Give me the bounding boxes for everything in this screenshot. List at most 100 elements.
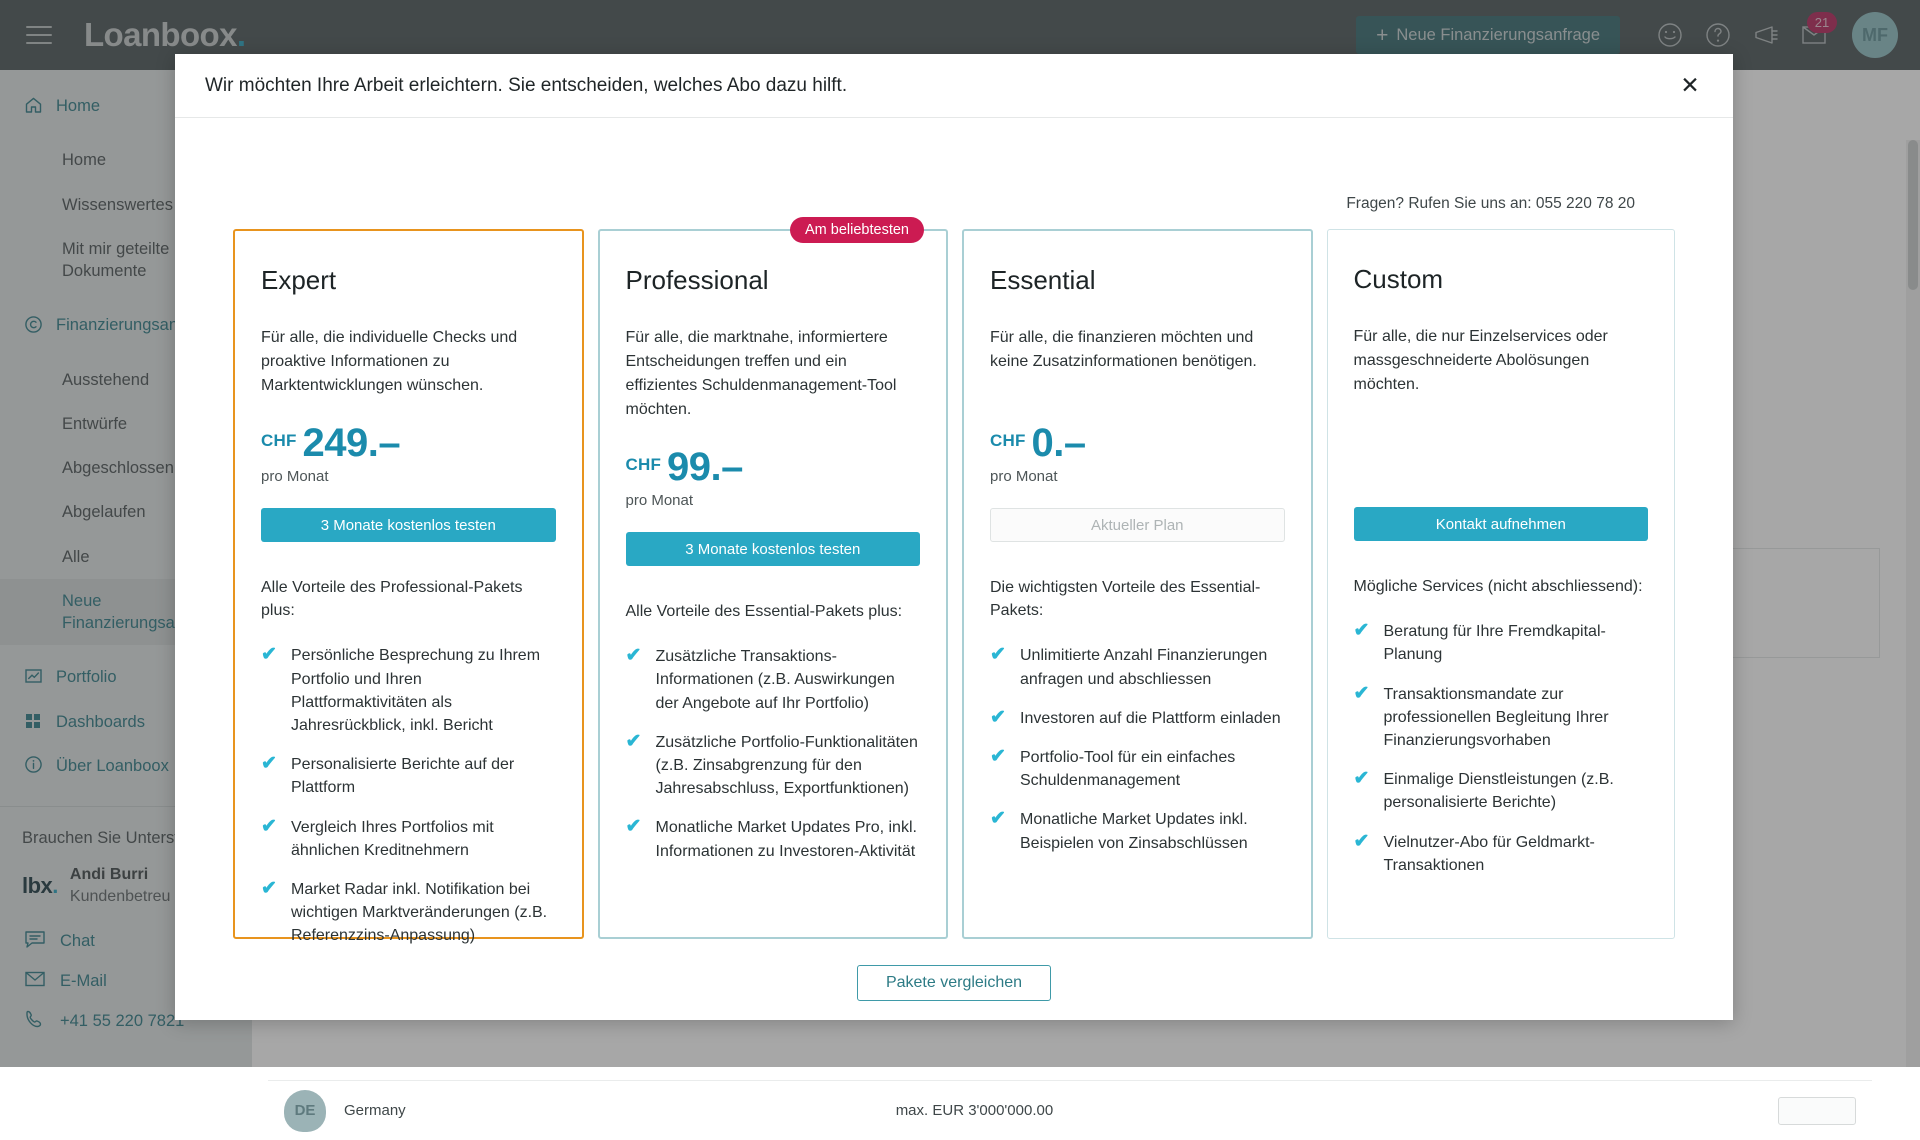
plan-price: CHF 99.– [626, 448, 921, 486]
plan-current-plan-button: Aktueller Plan [990, 508, 1285, 542]
plan-feature-item: ✔ Monatliche Market Updates Pro, inkl. In… [626, 816, 921, 862]
plan-feature-label: Unlimitierte Anzahl Finanzierungen anfra… [1020, 644, 1285, 690]
plan-card-essential[interactable]: Essential Für alle, die finanzieren möch… [962, 229, 1313, 939]
plan-feature-label: Monatliche Market Updates Pro, inkl. Inf… [656, 816, 921, 862]
plan-features-heading: Mögliche Services (nicht abschliessend): [1354, 575, 1649, 598]
background-table-row: DE Germany max. EUR 3'000'000.00 [268, 1080, 1872, 1140]
row-action-button[interactable] [1778, 1097, 1856, 1125]
plan-card-expert[interactable]: Expert Für alle, die individuelle Checks… [233, 229, 584, 939]
plan-period: pro Monat [261, 468, 556, 485]
plan-feature-item: ✔ Portfolio-Tool für ein einfaches Schuld… [990, 746, 1285, 792]
plan-name: Expert [261, 265, 556, 296]
check-icon: ✔ [261, 816, 277, 862]
check-icon: ✔ [626, 645, 642, 715]
check-icon: ✔ [990, 644, 1006, 690]
plan-description: Für alle, die individuelle Checks und pr… [261, 326, 556, 398]
plan-feature-label: Zusätzliche Portfolio-Funktionalitäten (… [656, 731, 921, 801]
country-avatar: DE [284, 1090, 326, 1132]
plan-price-block [1354, 423, 1649, 489]
modal-header: Wir möchten Ihre Arbeit erleichtern. Sie… [175, 54, 1733, 118]
check-icon: ✔ [1354, 831, 1370, 877]
subscription-modal: Wir möchten Ihre Arbeit erleichtern. Sie… [175, 54, 1733, 1020]
plan-description: Für alle, die marktnahe, informiertere E… [626, 326, 921, 422]
country-name: Germany [344, 1102, 406, 1119]
plan-feature-item: ✔ Beratung für Ihre Fremdkapital-Planung [1354, 620, 1649, 666]
plan-card-professional[interactable]: Am beliebtesten Professional Für alle, d… [598, 229, 949, 939]
modal-title: Wir möchten Ihre Arbeit erleichtern. Sie… [205, 75, 847, 97]
plan-price: CHF 249.– [261, 424, 556, 462]
plan-features-list: ✔ Unlimitierte Anzahl Finanzierungen anfr… [990, 644, 1285, 854]
check-icon: ✔ [626, 731, 642, 801]
plan-price-block: CHF 99.– pro Monat [626, 448, 921, 514]
check-icon: ✔ [990, 746, 1006, 792]
plan-period: pro Monat [990, 468, 1285, 485]
plan-name: Custom [1354, 264, 1649, 295]
check-icon: ✔ [1354, 620, 1370, 666]
modal-footer: Pakete vergleichen [175, 939, 1733, 1031]
plan-features-list: ✔Persönliche Besprechung zu Ihrem Portfo… [261, 644, 556, 947]
plan-period: pro Monat [626, 492, 921, 509]
check-icon: ✔ [261, 753, 277, 799]
plan-amount: 249.– [303, 424, 401, 462]
check-icon: ✔ [261, 878, 277, 948]
plan-feature-label: Portfolio-Tool für ein einfaches Schulde… [1020, 746, 1285, 792]
compare-packages-button[interactable]: Pakete vergleichen [857, 965, 1051, 1001]
plan-price-block: CHF 0.– pro Monat [990, 424, 1285, 490]
plan-features-list: ✔Zusätzliche Transaktions-Informationen … [626, 645, 921, 863]
app-root: Loanboox. + Neue Finanzierungsanfrage [0, 0, 1920, 1067]
check-icon: ✔ [1354, 768, 1370, 814]
plan-cards: Expert Für alle, die individuelle Checks… [215, 229, 1693, 939]
plan-description: Für alle, die nur Einzelservices oder ma… [1354, 325, 1649, 397]
plan-feature-label: Transaktionsmandate zur professionellen … [1384, 683, 1649, 753]
plan-feature-label: Investoren auf die Plattform einladen [1020, 707, 1281, 730]
plan-feature-label: Vielnutzer-Abo für Geldmarkt-Transaktion… [1384, 831, 1649, 877]
plan-feature-item: ✔Zusätzliche Transaktions-Informationen … [626, 645, 921, 715]
plan-feature-item: ✔ Investoren auf die Plattform einladen [990, 707, 1285, 730]
plan-currency: CHF [990, 431, 1026, 451]
plan-currency: CHF [626, 455, 662, 475]
plan-feature-label: Beratung für Ihre Fremdkapital-Planung [1384, 620, 1649, 666]
modal-body: Fragen? Rufen Sie uns an: 055 220 78 20 … [175, 118, 1733, 939]
plan-cta-button[interactable]: 3 Monate kostenlos testen [261, 508, 556, 542]
plan-feature-item: ✔ Unlimitierte Anzahl Finanzierungen anfr… [990, 644, 1285, 690]
plan-feature-label: Personalisierte Berichte auf der Plattfo… [291, 753, 556, 799]
plan-description: Für alle, die finanzieren möchten und ke… [990, 326, 1285, 398]
plan-card-custom[interactable]: Custom Für alle, die nur Einzelservices … [1327, 229, 1676, 939]
plan-features-list: ✔Beratung für Ihre Fremdkapital-Planung✔… [1354, 620, 1649, 877]
close-icon[interactable]: ✕ [1673, 69, 1707, 103]
plan-feature-label: Vergleich Ihres Portfolios mit ähnlichen… [291, 816, 556, 862]
plan-feature-item: ✔Market Radar inkl. Notifikation bei wic… [261, 878, 556, 948]
plan-features-heading: Alle Vorteile des Professional-Pakets pl… [261, 576, 556, 622]
plan-feature-label: Persönliche Besprechung zu Ihrem Portfol… [291, 644, 556, 737]
check-icon: ✔ [261, 644, 277, 737]
plan-feature-label: Monatliche Market Updates inkl. Beispiel… [1020, 808, 1285, 854]
plan-feature-item: ✔ Personalisierte Berichte auf der Plattf… [261, 753, 556, 799]
plan-feature-label: Zusätzliche Transaktions-Informationen (… [656, 645, 921, 715]
check-icon: ✔ [626, 816, 642, 862]
plan-price-block: CHF 249.– pro Monat [261, 424, 556, 490]
plan-currency: CHF [261, 431, 297, 451]
check-icon: ✔ [990, 808, 1006, 854]
plan-price: CHF 0.– [990, 424, 1285, 462]
plan-feature-item: ✔ Einmalige Dienstleistungen (z.B. person… [1354, 768, 1649, 814]
plan-feature-item: ✔ Vielnutzer-Abo für Geldmarkt-Transaktio… [1354, 831, 1649, 877]
plan-name: Essential [990, 265, 1285, 296]
plan-feature-label: Einmalige Dienstleistungen (z.B. persona… [1384, 768, 1649, 814]
plan-cta-button[interactable]: 3 Monate kostenlos testen [626, 532, 921, 566]
plan-features-heading: Alle Vorteile des Essential-Pakets plus: [626, 600, 921, 623]
plan-feature-item: ✔ Vergleich Ihres Portfolios mit ähnliche… [261, 816, 556, 862]
support-phone-note: Fragen? Rufen Sie uns an: 055 220 78 20 [215, 118, 1693, 213]
plan-name: Professional [626, 265, 921, 296]
plan-feature-item: ✔Transaktionsmandate zur professionellen… [1354, 683, 1649, 753]
plan-feature-item: ✔ Monatliche Market Updates inkl. Beispie… [990, 808, 1285, 854]
plan-contact-button[interactable]: Kontakt aufnehmen [1354, 507, 1649, 541]
max-amount: max. EUR 3'000'000.00 [896, 1102, 1054, 1119]
check-icon: ✔ [990, 707, 1006, 730]
most-popular-badge: Am beliebtesten [790, 217, 924, 243]
plan-features-heading: Die wichtigsten Vorteile des Essential-P… [990, 576, 1285, 622]
plan-amount: 0.– [1032, 424, 1086, 462]
plan-feature-label: Market Radar inkl. Notifikation bei wich… [291, 878, 556, 948]
plan-feature-item: ✔Persönliche Besprechung zu Ihrem Portfo… [261, 644, 556, 737]
plan-feature-item: ✔Zusätzliche Portfolio-Funktionalitäten … [626, 731, 921, 801]
plan-amount: 99.– [667, 448, 743, 486]
